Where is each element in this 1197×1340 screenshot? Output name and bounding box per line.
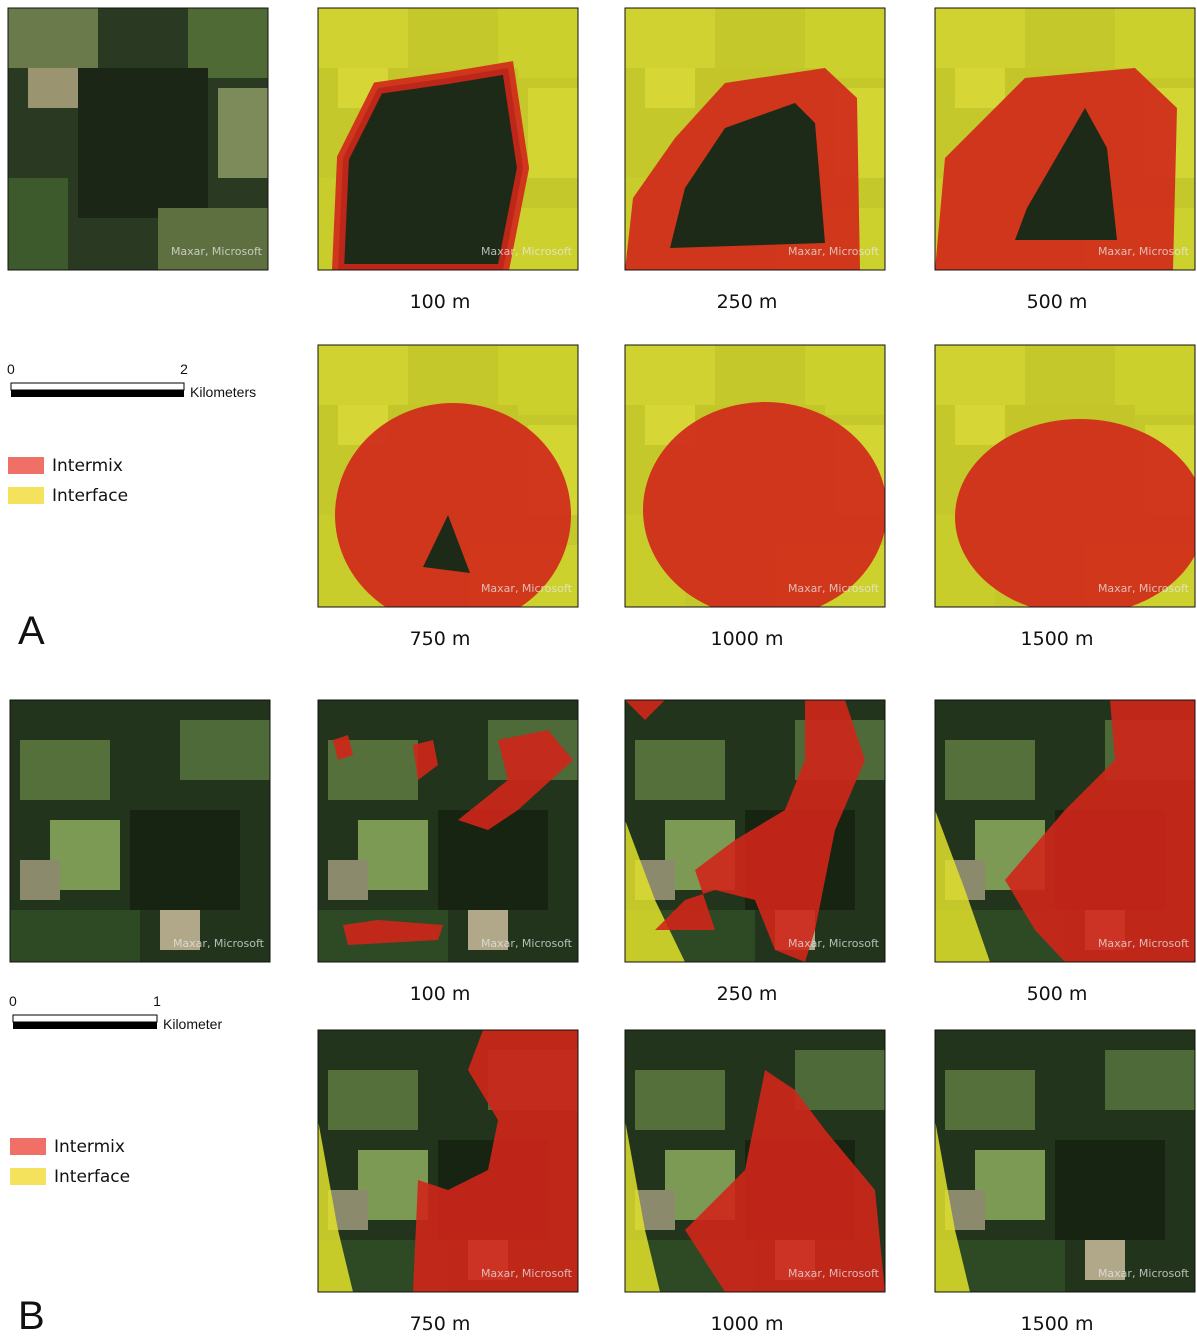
terrain — [358, 820, 428, 890]
map-panel — [935, 345, 1197, 615]
terrain — [635, 1070, 725, 1130]
attribution: Maxar, Microsoft — [788, 582, 880, 595]
attribution: Maxar, Microsoft — [481, 937, 573, 950]
attribution: Maxar, Microsoft — [481, 245, 573, 258]
panel-label: 500 m — [1027, 983, 1088, 1005]
map-panel — [8, 8, 268, 270]
scale-tick-label: 0 — [9, 993, 17, 1009]
map-panel — [318, 700, 578, 962]
attribution: Maxar, Microsoft — [788, 937, 880, 950]
terrain — [1105, 1050, 1195, 1110]
scale-tick-label: 2 — [180, 361, 188, 377]
scale-bar — [13, 1022, 157, 1029]
terrain — [975, 1150, 1045, 1220]
map-panel — [10, 700, 270, 962]
panel-label: 500 m — [1027, 291, 1088, 313]
map-panel — [935, 1030, 1195, 1292]
terrain — [945, 740, 1035, 800]
panel-label: 1000 m — [711, 628, 784, 650]
terrain — [10, 910, 140, 962]
legend-swatch — [10, 1168, 46, 1185]
terrain — [328, 860, 368, 900]
page: {"sections": [ {"letter": "A", "scale_ba… — [0, 0, 1197, 1340]
panel-letter: A — [18, 609, 45, 653]
terrain — [328, 1070, 418, 1130]
terrain — [1055, 1140, 1165, 1240]
terrain — [945, 1070, 1035, 1130]
legend-label: Interface — [52, 486, 128, 506]
scale-bar — [11, 390, 184, 397]
scale-tick-label: 0 — [7, 361, 15, 377]
panel-label: 100 m — [410, 983, 471, 1005]
terrain — [218, 88, 268, 178]
figure: Maxar, Microsoft Maxar, Microsoft 100 m Max… — [0, 0, 1197, 1340]
terrain — [180, 720, 270, 780]
attribution: Maxar, Microsoft — [788, 245, 880, 258]
map-panel — [625, 345, 887, 618]
section: Maxar, Microsoft Maxar, Microsoft 100 m Max… — [7, 8, 1197, 653]
panel-label: 1500 m — [1021, 628, 1094, 650]
panel-label: 750 m — [410, 628, 471, 650]
terrain — [78, 68, 208, 218]
legend-swatch — [10, 1138, 46, 1155]
terrain — [20, 860, 60, 900]
attribution: Maxar, Microsoft — [788, 1267, 880, 1280]
map-panel — [625, 8, 885, 270]
attribution: Maxar, Microsoft — [1098, 245, 1190, 258]
map-panel — [318, 8, 578, 270]
terrain — [8, 178, 68, 270]
map-panel — [625, 700, 885, 962]
section: Maxar, Microsoft Maxar, Microsoft 100 m Max… — [9, 700, 1195, 1338]
terrain — [130, 810, 240, 910]
terrain — [50, 820, 120, 890]
panel-label: 750 m — [410, 1313, 471, 1335]
legend-swatch — [8, 457, 44, 474]
terrain — [635, 740, 725, 800]
scale-unit: Kilometer — [163, 1016, 222, 1032]
map-panel — [935, 700, 1195, 962]
panel-letter: B — [18, 1294, 45, 1338]
legend-swatch — [8, 487, 44, 504]
attribution: Maxar, Microsoft — [171, 245, 263, 258]
panel-label: 1000 m — [711, 1313, 784, 1335]
attribution: Maxar, Microsoft — [1098, 937, 1190, 950]
terrain — [188, 8, 268, 78]
map-panel — [318, 1030, 578, 1292]
map-panel — [935, 8, 1195, 270]
attribution: Maxar, Microsoft — [481, 582, 573, 595]
panel-label: 1500 m — [1021, 1313, 1094, 1335]
attribution: Maxar, Microsoft — [1098, 582, 1190, 595]
map-panel — [625, 1030, 885, 1292]
terrain — [28, 68, 78, 108]
terrain — [795, 1050, 885, 1110]
terrain — [158, 208, 268, 270]
scale-bar — [13, 1015, 157, 1022]
legend-label: Intermix — [52, 456, 123, 476]
scale-unit: Kilometers — [190, 384, 256, 400]
panel-label: 250 m — [717, 291, 778, 313]
terrain — [8, 8, 98, 68]
legend-label: Intermix — [54, 1137, 125, 1157]
attribution: Maxar, Microsoft — [173, 937, 265, 950]
attribution: Maxar, Microsoft — [481, 1267, 573, 1280]
terrain — [20, 740, 110, 800]
legend-label: Interface — [54, 1167, 130, 1187]
scale-bar — [11, 383, 184, 390]
panel-label: 250 m — [717, 983, 778, 1005]
attribution: Maxar, Microsoft — [1098, 1267, 1190, 1280]
scale-tick-label: 1 — [153, 993, 161, 1009]
panel-label: 100 m — [410, 291, 471, 313]
